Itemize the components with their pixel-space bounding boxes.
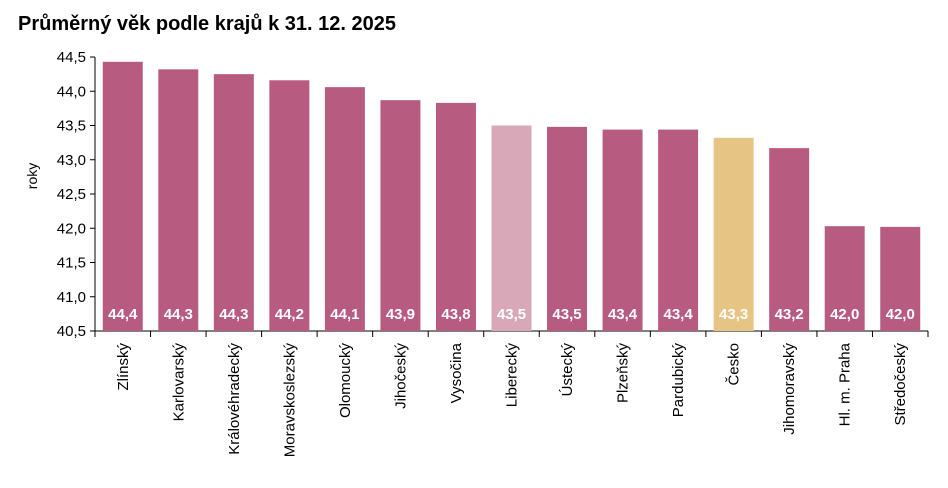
category-label: Vysočina [448, 342, 465, 403]
bar [880, 226, 921, 331]
data-label: 42,0 [830, 306, 859, 323]
category-label: Hl. m. Praha [837, 342, 854, 426]
category-label: Liberecký [504, 343, 521, 408]
category-label: Karlovarský [170, 343, 187, 422]
y-tick-label: 42,0 [57, 220, 86, 237]
bar [158, 69, 199, 331]
category-label: Zlínský [115, 343, 132, 391]
bar [380, 100, 421, 331]
bar [102, 61, 143, 332]
y-axis-title: roky [24, 163, 40, 189]
data-label: 44,4 [108, 306, 138, 323]
bar [769, 148, 810, 331]
data-label: 43,2 [775, 306, 804, 323]
data-label: 44,3 [164, 306, 193, 323]
bar [213, 74, 254, 331]
data-label: 44,3 [219, 306, 248, 323]
data-label: 43,5 [552, 306, 581, 323]
category-label: Královéhradecký [226, 343, 243, 455]
category-label: Jihočeský [392, 343, 409, 409]
y-tick-label: 44,0 [57, 83, 86, 100]
bar [269, 80, 310, 331]
category-label: Ústecký [559, 343, 576, 397]
data-label: 43,5 [497, 306, 526, 323]
category-label: Moravskoslezský [281, 343, 298, 458]
category-label: Jihomoravský [781, 343, 798, 435]
data-label: 43,9 [386, 306, 415, 323]
data-label: 42,0 [886, 306, 915, 323]
bar [602, 129, 643, 331]
bar [547, 126, 588, 332]
y-tick-label: 43,0 [57, 152, 86, 169]
category-label: Plzeňský [615, 343, 632, 404]
bar [658, 129, 699, 331]
data-label: 44,2 [275, 306, 304, 323]
data-label: 43,4 [608, 306, 638, 323]
bar [824, 226, 865, 331]
chart-labels: 44,4 Zlínský 44,3 Karlovarský 44,3 Královéhra… [108, 306, 915, 457]
category-label: Česko [726, 343, 743, 386]
category-label: Středočeský [892, 343, 909, 426]
bar [435, 102, 476, 332]
y-tick-label: 44,5 [57, 49, 86, 66]
data-label: 43,8 [441, 306, 470, 323]
data-label: 44,1 [330, 306, 359, 323]
y-tick-label: 40,5 [57, 323, 86, 340]
y-tick-label: 41,0 [57, 289, 86, 306]
category-label: Pardubický [670, 343, 687, 418]
data-label: 43,4 [663, 306, 693, 323]
category-label: Olomoucký [337, 343, 354, 419]
bar [491, 125, 532, 331]
bar-series [102, 61, 921, 332]
bar [713, 137, 754, 331]
data-label: 43,3 [719, 306, 748, 323]
chart-axes: 40,5 41,0 41,5 42,0 42,5 43,0 43,5 44,0 44,5 [57, 49, 929, 340]
y-tick-label: 41,5 [57, 255, 86, 272]
y-tick-label: 42,5 [57, 186, 86, 203]
bar [324, 87, 365, 331]
chart-title: Průměrný věk podle krajů k 31. 12. 2025 [18, 13, 396, 35]
y-tick-label: 43,5 [57, 118, 86, 135]
